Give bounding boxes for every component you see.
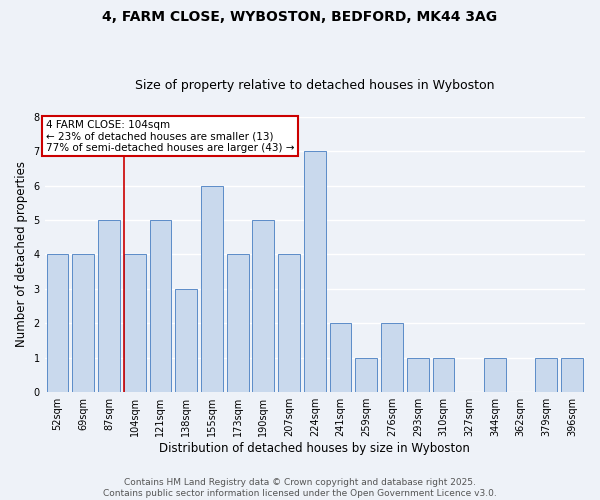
Bar <box>381 324 403 392</box>
Bar <box>227 254 248 392</box>
X-axis label: Distribution of detached houses by size in Wyboston: Distribution of detached houses by size … <box>160 442 470 455</box>
Text: 4, FARM CLOSE, WYBOSTON, BEDFORD, MK44 3AG: 4, FARM CLOSE, WYBOSTON, BEDFORD, MK44 3… <box>103 10 497 24</box>
Bar <box>47 254 68 392</box>
Title: Size of property relative to detached houses in Wyboston: Size of property relative to detached ho… <box>135 79 494 92</box>
Text: Contains HM Land Registry data © Crown copyright and database right 2025.
Contai: Contains HM Land Registry data © Crown c… <box>103 478 497 498</box>
Bar <box>73 254 94 392</box>
Bar <box>484 358 506 392</box>
Bar <box>253 220 274 392</box>
Bar <box>175 289 197 392</box>
Bar <box>329 324 352 392</box>
Text: 4 FARM CLOSE: 104sqm
← 23% of detached houses are smaller (13)
77% of semi-detac: 4 FARM CLOSE: 104sqm ← 23% of detached h… <box>46 120 295 152</box>
Y-axis label: Number of detached properties: Number of detached properties <box>15 162 28 348</box>
Bar <box>149 220 172 392</box>
Bar <box>561 358 583 392</box>
Bar <box>304 151 326 392</box>
Bar <box>433 358 454 392</box>
Bar <box>278 254 300 392</box>
Bar <box>124 254 146 392</box>
Bar <box>355 358 377 392</box>
Bar <box>201 186 223 392</box>
Bar <box>407 358 428 392</box>
Bar <box>535 358 557 392</box>
Bar <box>98 220 120 392</box>
